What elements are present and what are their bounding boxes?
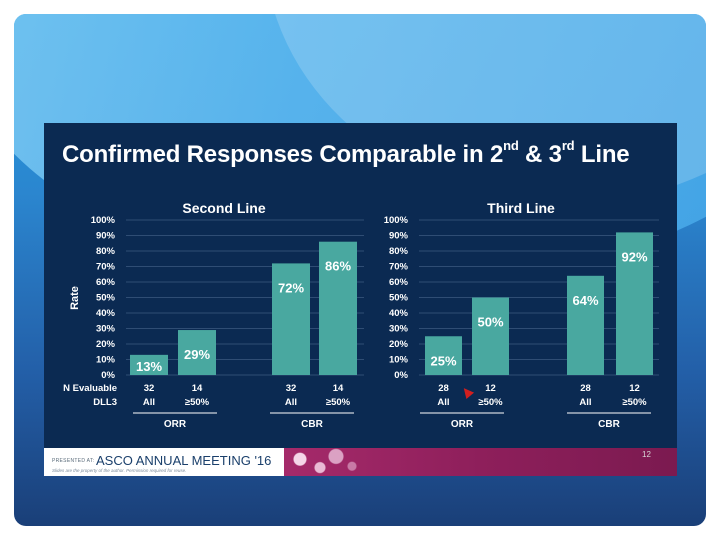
title-mid: & 3 [518,141,562,168]
third-line-dll3-label: ≥50% [622,397,647,408]
second-line-bar-data-label: 29% [184,347,210,362]
footer-presented-at: PRESENTED AT: [52,458,95,464]
third-line-y-tick-label: 80% [389,246,409,257]
third-line-n-evaluable: 28 [438,383,449,394]
footer-bar: PRESENTED AT: ASCO ANNUAL MEETING '16 Sl… [44,448,677,476]
slide-content: Confirmed Responses Comparable in 2nd & … [44,123,677,476]
second-line-y-tick-label: 10% [96,355,116,366]
third-line-y-tick-label: 50% [389,293,409,304]
third-line-y-tick-label: 30% [389,324,409,335]
third-line-dll3-label: ≥50% [478,397,503,408]
charts-area: Second Line 0% 10% 20% 30% 40% 50% 60% 70% 80% 90%… [63,200,659,430]
second-line-n-evaluable: 32 [144,383,155,394]
third-line-bar-data-label: 25% [430,353,456,368]
second-line-group-label: ORR [164,419,187,430]
third-line-y-tick-label: 10% [389,355,409,366]
title-sup-nd: nd [503,138,519,153]
third-line-y-tick-label: 90% [389,231,409,242]
third-line-dll3-label: All [579,397,591,408]
third-line-group-label: CBR [598,419,620,430]
second-line-bar [178,330,216,375]
third-line-y-tick-label: 40% [389,308,409,319]
third-line-y-tick-label: 0% [394,370,408,381]
third-line-y-tick-label: 60% [389,277,409,288]
second-line-y-tick-label: 80% [96,246,116,257]
third-line-group-label: ORR [451,419,474,430]
second-line-bar-data-label: 86% [325,259,351,274]
second-line-y-tick-label: 30% [96,324,116,335]
second-line-bar [130,354,168,375]
second-line-bar-data-label: 72% [278,280,304,295]
third-line-bar [472,297,509,375]
second-line-dll3-label: All [285,397,297,408]
title-end: Line [574,141,630,168]
second-line-y-tick-label: 40% [96,308,116,319]
second-line-n-evaluable: 14 [192,383,203,394]
second-line-y-tick-label: 90% [96,231,116,242]
third-line-bar [567,275,604,375]
third-line-bar-data-label: 92% [621,249,647,264]
third-line-n-evaluable: 12 [485,383,496,394]
third-line-n-evaluable: 12 [629,383,640,394]
title-sup-rd: rd [561,138,575,153]
third-line-y-tick-label: 70% [389,262,409,273]
third-line-y-tick-label: 20% [389,339,409,350]
footer-rights-notice: Slides are the property of the author. P… [52,468,187,473]
second-line-y-axis-label: Rate [69,286,81,310]
second-line-chart-title: Second Line [182,200,265,216]
third-line-bar-data-label: 50% [477,315,503,330]
third-line-bar-data-label: 64% [572,293,598,308]
third-line-chart-title: Third Line [487,200,555,216]
second-line-dll3-label: ≥50% [326,397,351,408]
second-line-y-tick-label: 20% [96,339,116,350]
second-line-bar [272,263,310,375]
second-line-y-tick-label: 60% [96,277,116,288]
title-main: Confirmed Responses Comparable in 2 [62,141,504,168]
third-line-bar [425,336,462,375]
row-label-dll3: DLL3 [93,397,117,408]
second-line-y-tick-label: 100% [91,215,116,226]
second-line-y-tick-label: 0% [101,370,115,381]
footer-bubbles-graphic [284,448,364,476]
page-number: 12 [642,450,651,459]
third-line-n-evaluable: 28 [580,383,591,394]
second-line-bar [319,241,357,375]
second-line-bar-data-label: 13% [136,359,162,374]
second-line-y-tick-label: 50% [96,293,116,304]
third-line-dll3-label: All [437,397,449,408]
slide-title: Confirmed Responses Comparable in 2nd & … [62,138,630,169]
third-line-y-tick-label: 100% [384,215,409,226]
second-line-n-evaluable: 14 [333,383,344,394]
footer-meeting-name: ASCO ANNUAL MEETING '16 [96,453,272,468]
second-line-y-tick-label: 70% [96,262,116,273]
second-line-n-evaluable: 32 [286,383,297,394]
row-label-n-evaluable: N Evaluable [63,383,117,394]
second-line-dll3-label: ≥50% [185,397,210,408]
third-line-bar [616,232,653,375]
second-line-group-label: CBR [301,419,323,430]
second-line-dll3-label: All [143,397,155,408]
